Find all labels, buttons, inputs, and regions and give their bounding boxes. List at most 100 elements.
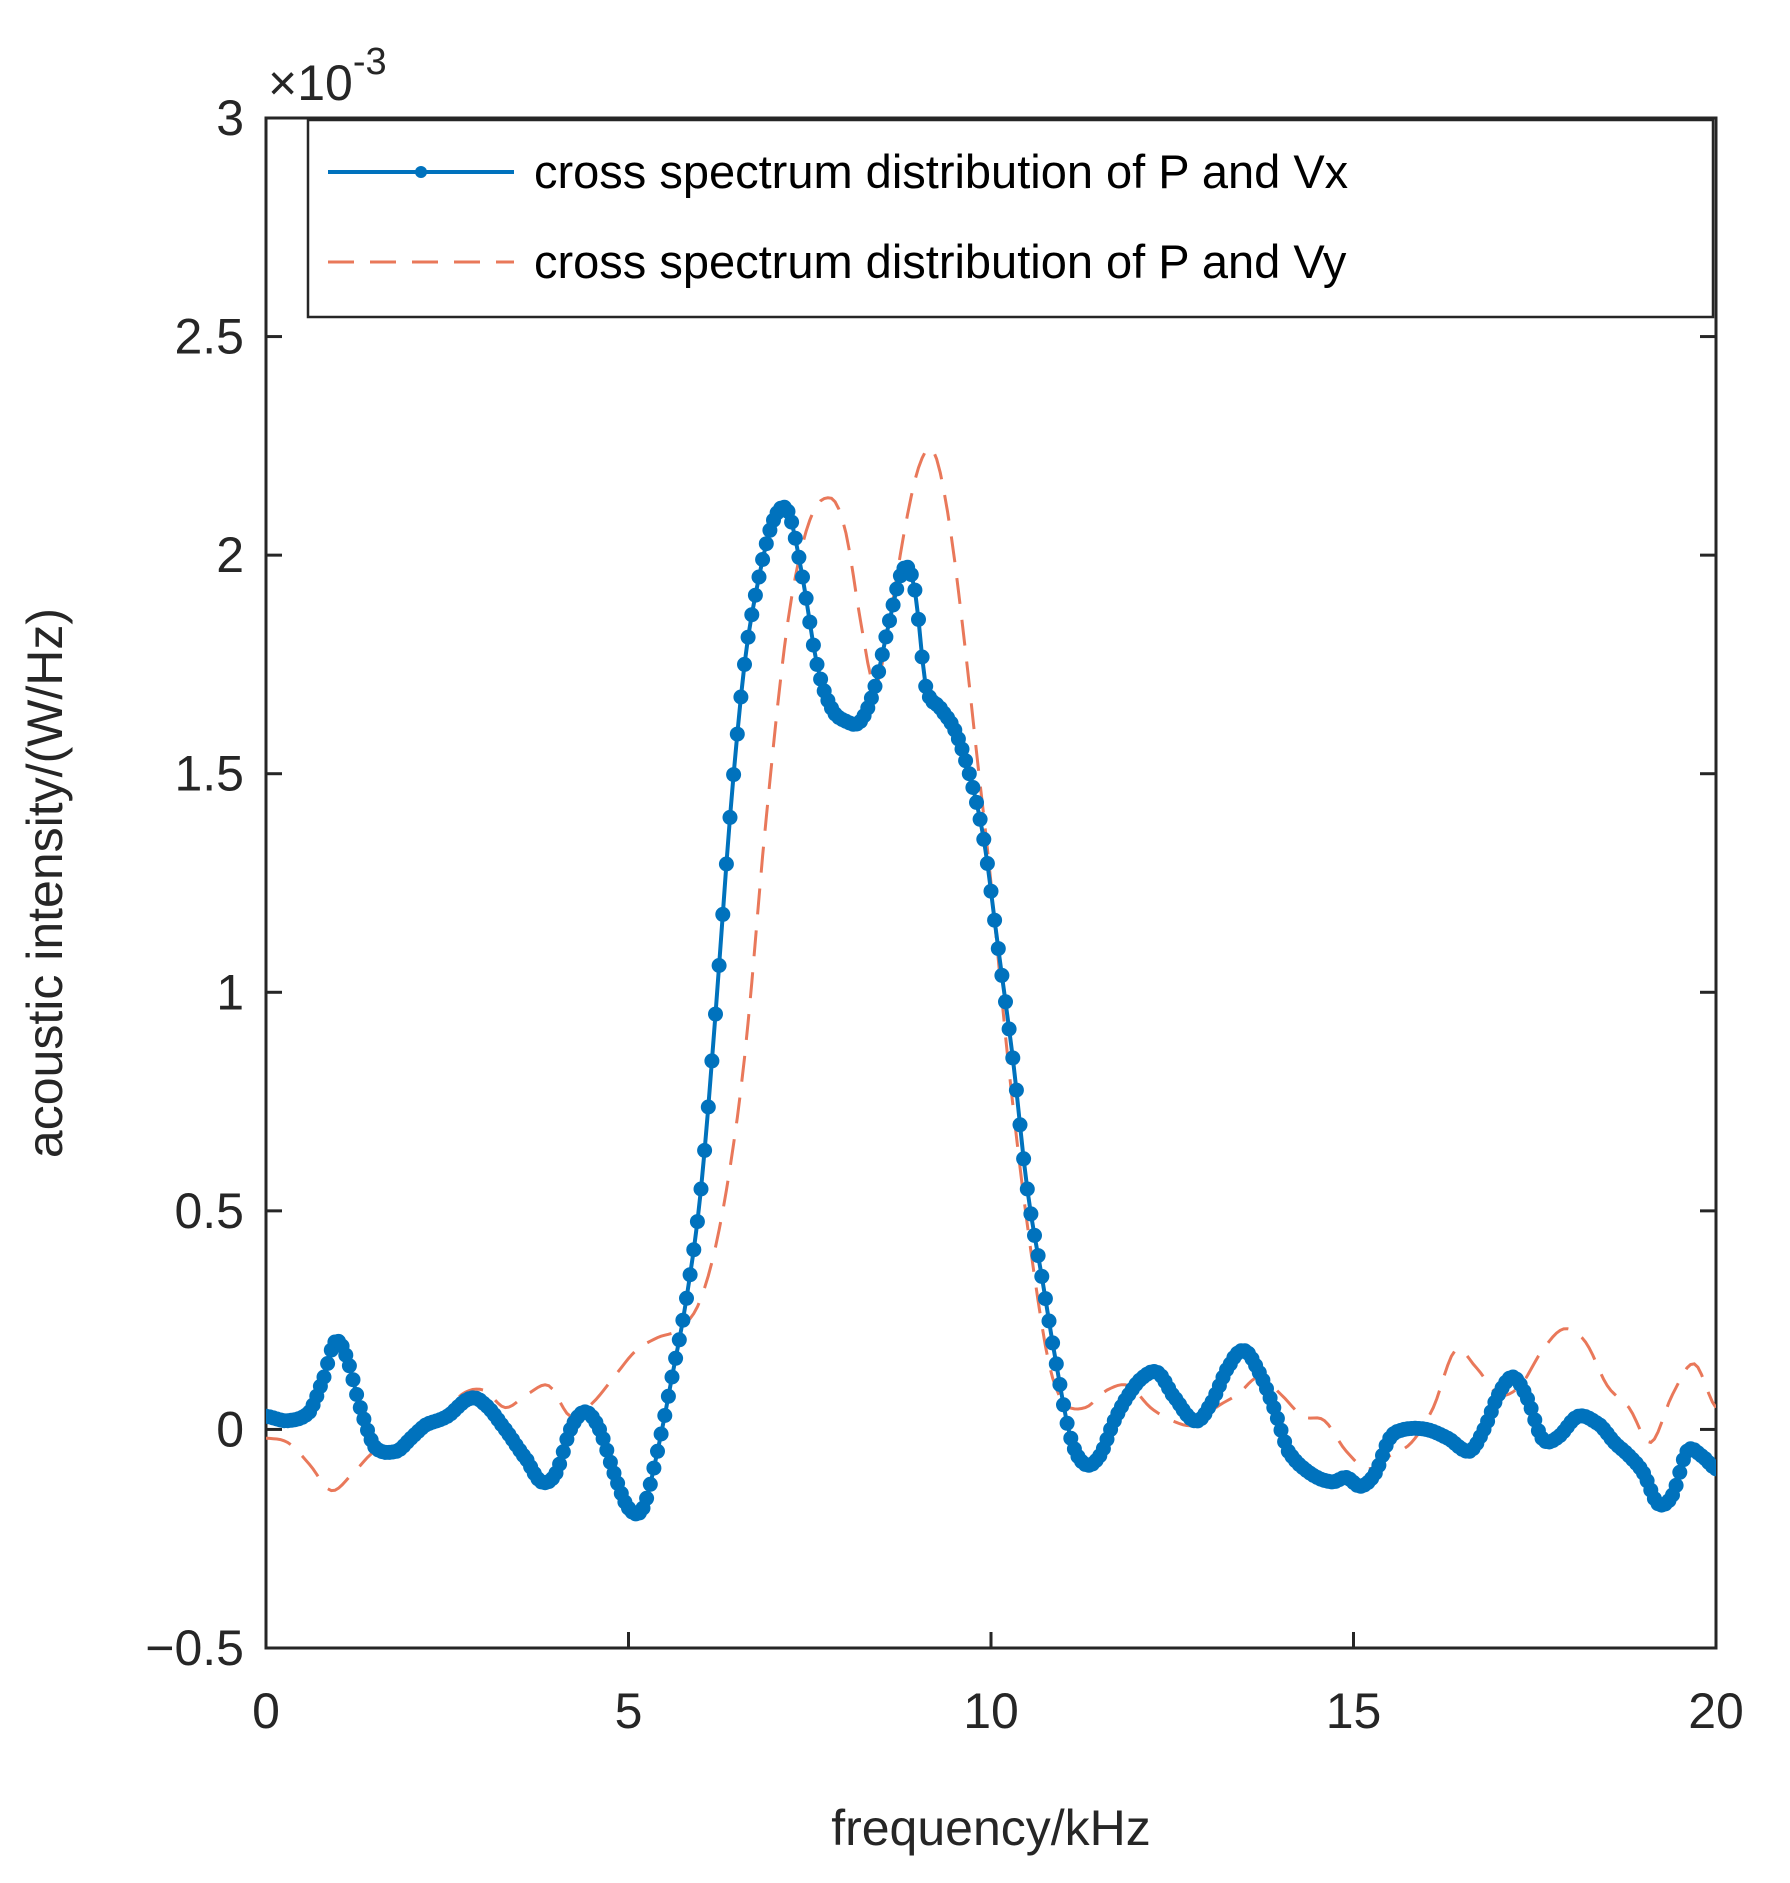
series-point-vx	[871, 664, 887, 680]
series-point-vx	[552, 1456, 568, 1472]
series-point-vx	[983, 883, 999, 899]
series-point-vx	[345, 1372, 361, 1388]
series-point-vx	[885, 597, 901, 613]
tick-layer: 0 5 10 15 20−0.500.511.522.53	[145, 90, 1744, 1739]
series-point-vx	[903, 567, 919, 583]
series-point-vx	[784, 514, 800, 530]
series-point-vx	[954, 741, 970, 757]
series-point-vx	[1056, 1397, 1071, 1413]
y-tick-label: −0.5	[145, 1620, 244, 1676]
series-point-vx	[1005, 1050, 1021, 1066]
y-tick-label: 2	[216, 527, 244, 583]
series-point-vx	[1269, 1410, 1285, 1426]
series-point-vx	[994, 967, 1010, 983]
series-point-vx	[729, 726, 745, 742]
series-point-vx	[1001, 1021, 1017, 1037]
series-point-vx	[595, 1431, 611, 1447]
series-point-vx	[976, 831, 992, 847]
series-point-vx	[969, 794, 984, 810]
series-point-vx	[787, 530, 803, 546]
series-point-vx	[987, 912, 1003, 928]
series-point-vx	[747, 587, 763, 603]
series-point-vx	[711, 958, 727, 973]
x-tick-label: 5	[615, 1683, 643, 1739]
series-point-vx	[1523, 1400, 1539, 1416]
series-point-vx	[740, 629, 756, 645]
series-point-vx	[798, 590, 814, 606]
series-point-vx	[907, 582, 923, 598]
series-point-vx	[715, 906, 731, 922]
series-point-vx	[1045, 1335, 1061, 1351]
series-point-vx	[686, 1242, 702, 1258]
series-point-vx	[689, 1214, 705, 1230]
x-tick-label: 15	[1326, 1683, 1382, 1739]
series-point-vx	[889, 581, 905, 597]
series-point-vx	[316, 1369, 332, 1385]
y-tick-label: 1.5	[174, 746, 244, 802]
series-point-vx	[1027, 1227, 1042, 1243]
series-point-vx	[1708, 1461, 1716, 1477]
series-point-vx	[1023, 1206, 1039, 1222]
series-point-vx	[874, 647, 890, 663]
x-axis-label: frequency/kHz	[831, 1800, 1151, 1856]
series-point-vx	[1012, 1117, 1028, 1133]
series-point-vx	[751, 569, 767, 585]
series-point-vx	[914, 649, 930, 665]
series-point-vx	[352, 1400, 368, 1416]
series-point-vx	[882, 613, 897, 629]
series-point-vx	[1052, 1377, 1068, 1392]
series-point-vx	[1059, 1415, 1075, 1431]
series-point-vx	[805, 637, 821, 653]
series-point-vx	[341, 1358, 357, 1374]
series-point-vx	[998, 994, 1013, 1010]
series-point-vx	[1273, 1422, 1289, 1438]
series-point-vx	[755, 552, 771, 567]
series-point-vx	[682, 1267, 698, 1283]
x-tick-label: 20	[1688, 1683, 1744, 1739]
series-point-vx	[809, 656, 825, 672]
series-point-vx	[744, 607, 760, 623]
series-point-vx	[726, 767, 742, 783]
series-point-vx	[599, 1442, 615, 1458]
series-point-vx	[722, 809, 738, 825]
series-point-vx	[1016, 1151, 1032, 1167]
series-point-vx	[718, 856, 734, 872]
y-scale-factor-base: ×10	[268, 55, 353, 111]
series-point-vx	[668, 1350, 684, 1366]
series-point-vx	[813, 671, 829, 687]
y-tick-label: 0	[216, 1401, 244, 1457]
series-point-vx	[1668, 1477, 1684, 1493]
series-point-vx	[878, 629, 894, 645]
series-point-vx	[961, 766, 977, 782]
series-point-vx	[664, 1369, 680, 1385]
series-point-vx	[737, 656, 752, 672]
series-point-vx	[1034, 1268, 1050, 1284]
series-point-vx	[653, 1426, 669, 1442]
series-point-vx	[1019, 1181, 1035, 1197]
series-point-vx	[965, 780, 981, 795]
series-point-vx	[795, 569, 810, 585]
series-point-vx	[958, 753, 974, 769]
x-tick-label: 10	[963, 1683, 1019, 1739]
series-point-vx	[1048, 1356, 1064, 1372]
series-point-vx	[650, 1443, 665, 1459]
series-point-vx	[1672, 1464, 1688, 1480]
series-point-vx	[675, 1312, 691, 1328]
series-point-vx	[733, 689, 749, 705]
series-point-vx	[671, 1332, 687, 1348]
series-point-vx	[1008, 1082, 1024, 1098]
series-markers-vx	[266, 499, 1716, 1522]
series-point-vx	[802, 614, 818, 630]
series-point-vx	[708, 1006, 723, 1022]
x-tick-label: 0	[252, 1683, 280, 1739]
series-layer	[266, 446, 1716, 1522]
series-point-vx	[320, 1356, 336, 1371]
y-axis-label: acoustic intensity/(W/Hz)	[17, 608, 73, 1158]
series-point-vx	[349, 1387, 365, 1402]
series-point-vx	[1041, 1313, 1057, 1329]
y-scale-factor: ×10-3	[268, 41, 387, 111]
legend: cross spectrum distribution of P and Vx …	[306, 118, 1715, 319]
series-point-vx	[972, 811, 988, 827]
series-point-vx	[700, 1099, 716, 1115]
